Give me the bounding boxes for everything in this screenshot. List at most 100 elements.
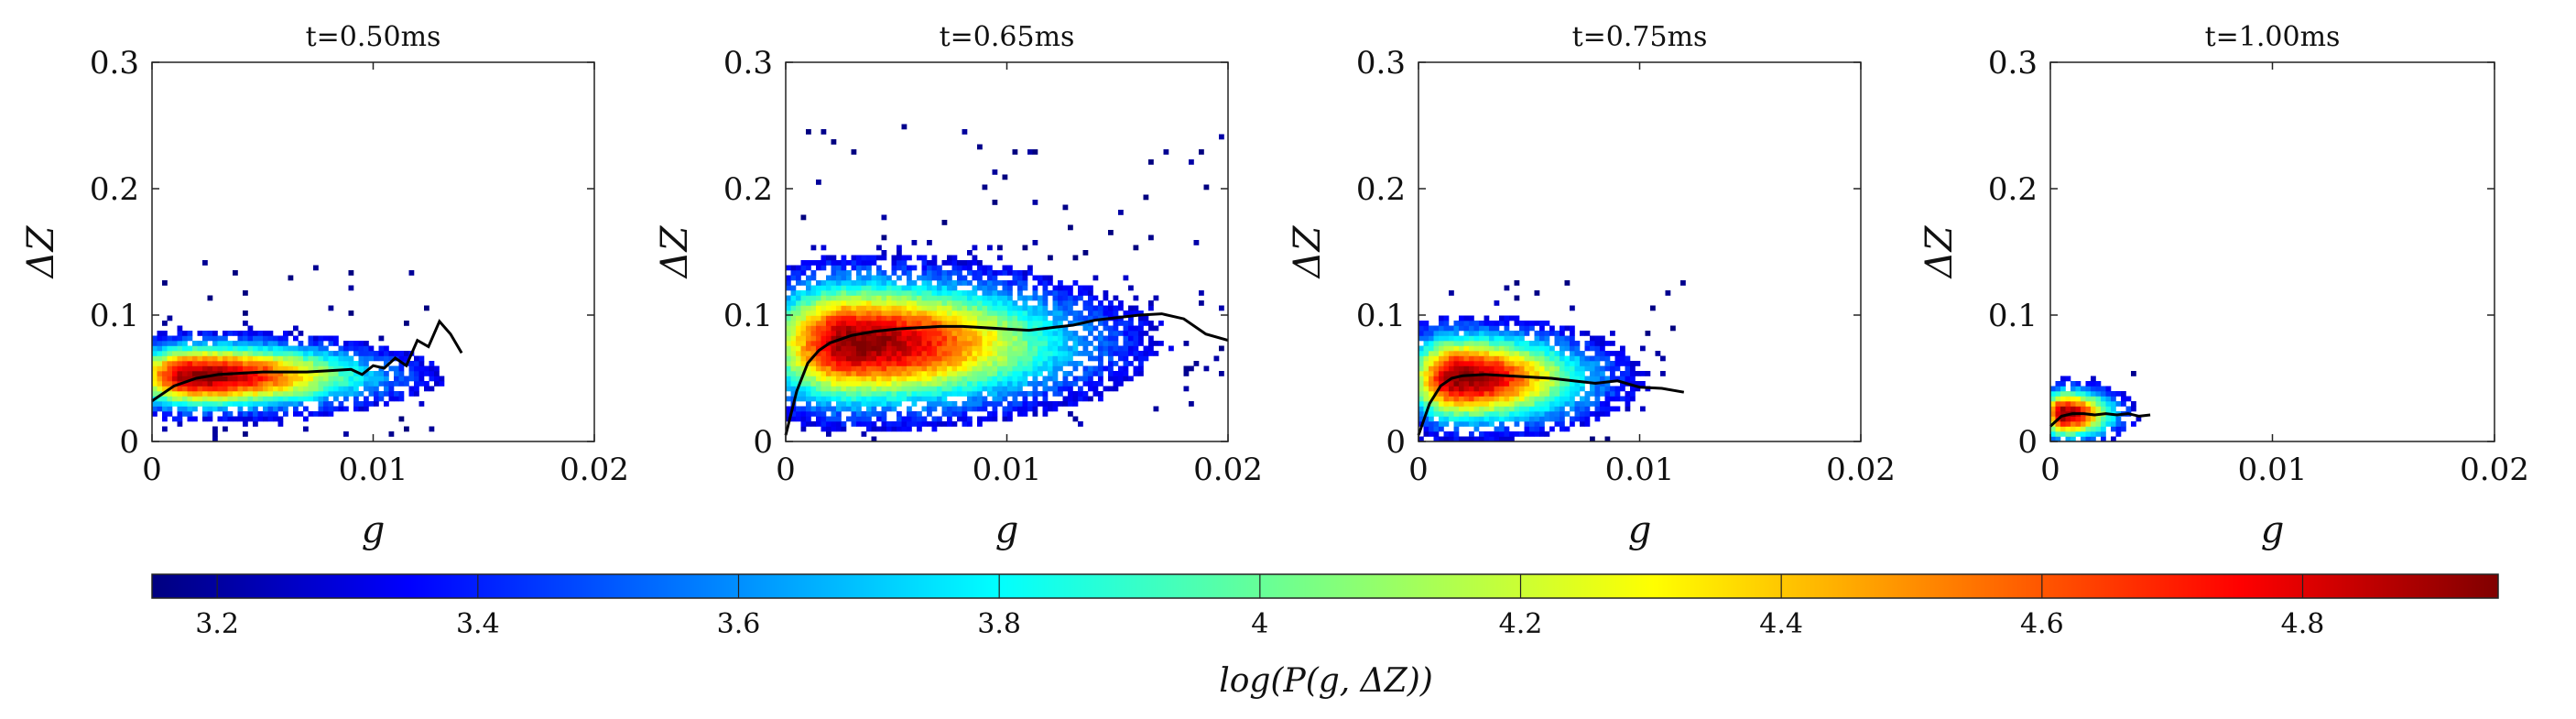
density-cell — [1038, 275, 1043, 281]
density-cell — [1052, 315, 1059, 321]
density-cell — [821, 245, 827, 251]
density-cell — [1509, 345, 1515, 352]
density-cell — [1002, 331, 1008, 336]
density-cell — [2075, 406, 2081, 412]
density-cell — [2071, 391, 2076, 397]
density-cell — [277, 406, 284, 412]
density-cell — [786, 351, 791, 356]
density-cell — [212, 361, 218, 366]
density-cell — [861, 255, 867, 261]
density-cell — [921, 270, 928, 276]
density-cell — [786, 280, 791, 286]
density-cell — [162, 396, 168, 402]
density-cell — [333, 406, 339, 412]
density-cell — [1118, 371, 1124, 376]
density-cell — [1463, 335, 1470, 342]
density-cell — [1072, 341, 1079, 346]
density-cell — [897, 351, 902, 356]
density-cell — [1479, 321, 1484, 326]
density-cell — [2071, 381, 2076, 387]
density-cell — [2050, 416, 2056, 422]
density-cell — [2071, 416, 2076, 422]
density-cell — [841, 280, 847, 286]
density-cell — [901, 300, 908, 306]
density-cell — [2050, 386, 2056, 392]
density-cell — [1189, 365, 1194, 372]
density-cell — [992, 200, 998, 205]
density-cell — [911, 305, 918, 311]
density-cell — [1118, 355, 1124, 362]
density-cell — [1453, 406, 1460, 412]
density-cell — [861, 295, 867, 301]
density-cell — [384, 361, 389, 366]
density-cell — [374, 401, 379, 407]
density-cell — [790, 285, 797, 291]
density-cell — [293, 386, 299, 392]
density-cell — [972, 245, 978, 251]
density-cell — [1534, 421, 1540, 427]
density-cell — [1594, 401, 1601, 407]
density-cell — [962, 361, 968, 366]
density-cell — [167, 315, 173, 321]
density-cell — [1564, 401, 1571, 407]
density-cell — [941, 341, 948, 346]
x-tick-label: 0.02 — [1193, 452, 1263, 488]
density-cell — [786, 361, 791, 366]
density-cell — [1433, 376, 1440, 382]
density-cell — [796, 345, 801, 352]
density-cell — [243, 345, 248, 352]
density-cell — [2055, 381, 2061, 387]
density-cell — [1128, 335, 1134, 342]
density-cell — [901, 295, 908, 301]
density-cell — [1022, 355, 1028, 362]
density-cell — [856, 355, 862, 362]
density-cell — [1027, 305, 1033, 311]
density-cell — [816, 406, 821, 412]
density-cell — [800, 391, 807, 397]
density-cell — [977, 335, 983, 342]
density-cell — [1027, 335, 1033, 342]
density-cell — [1082, 305, 1089, 311]
density-cell — [841, 255, 847, 261]
density-cell — [1504, 431, 1510, 437]
density-cell — [1574, 401, 1581, 407]
density-cell — [917, 341, 922, 346]
density-cell — [197, 371, 203, 376]
colorbar-tick-label: 3.8 — [977, 608, 1021, 640]
density-cell — [1153, 341, 1159, 346]
density-cell — [243, 421, 248, 427]
density-cell — [212, 406, 218, 412]
density-cell — [790, 290, 797, 296]
density-cell — [1429, 345, 1434, 352]
density-cell — [414, 381, 419, 387]
density-cell — [298, 371, 304, 376]
density-cell — [1564, 371, 1571, 376]
density-cell — [197, 365, 203, 372]
density-cell — [378, 355, 385, 362]
density-cell — [977, 280, 983, 286]
density-cell — [2075, 391, 2081, 397]
density-cell — [972, 335, 978, 342]
density-cell — [1012, 310, 1018, 316]
density-cell — [283, 371, 288, 376]
density-cell — [957, 260, 962, 266]
density-cell — [891, 315, 897, 321]
density-cell — [2071, 406, 2076, 412]
density-cell — [856, 325, 862, 332]
density-cell — [1088, 300, 1093, 306]
density-cell — [187, 401, 193, 407]
density-cell — [172, 351, 178, 356]
density-cell — [313, 381, 319, 387]
density-cell — [298, 345, 304, 352]
density-cell — [358, 361, 364, 366]
density-cell — [223, 426, 228, 432]
density-cell — [876, 365, 882, 372]
density-cell — [1002, 315, 1008, 321]
density-cell — [841, 426, 847, 432]
density-cell — [1012, 381, 1018, 387]
density-cell — [1027, 265, 1033, 271]
density-cell — [786, 381, 791, 387]
density-cell — [1544, 345, 1550, 352]
density-cell — [1564, 376, 1571, 382]
density-cell — [921, 361, 928, 366]
